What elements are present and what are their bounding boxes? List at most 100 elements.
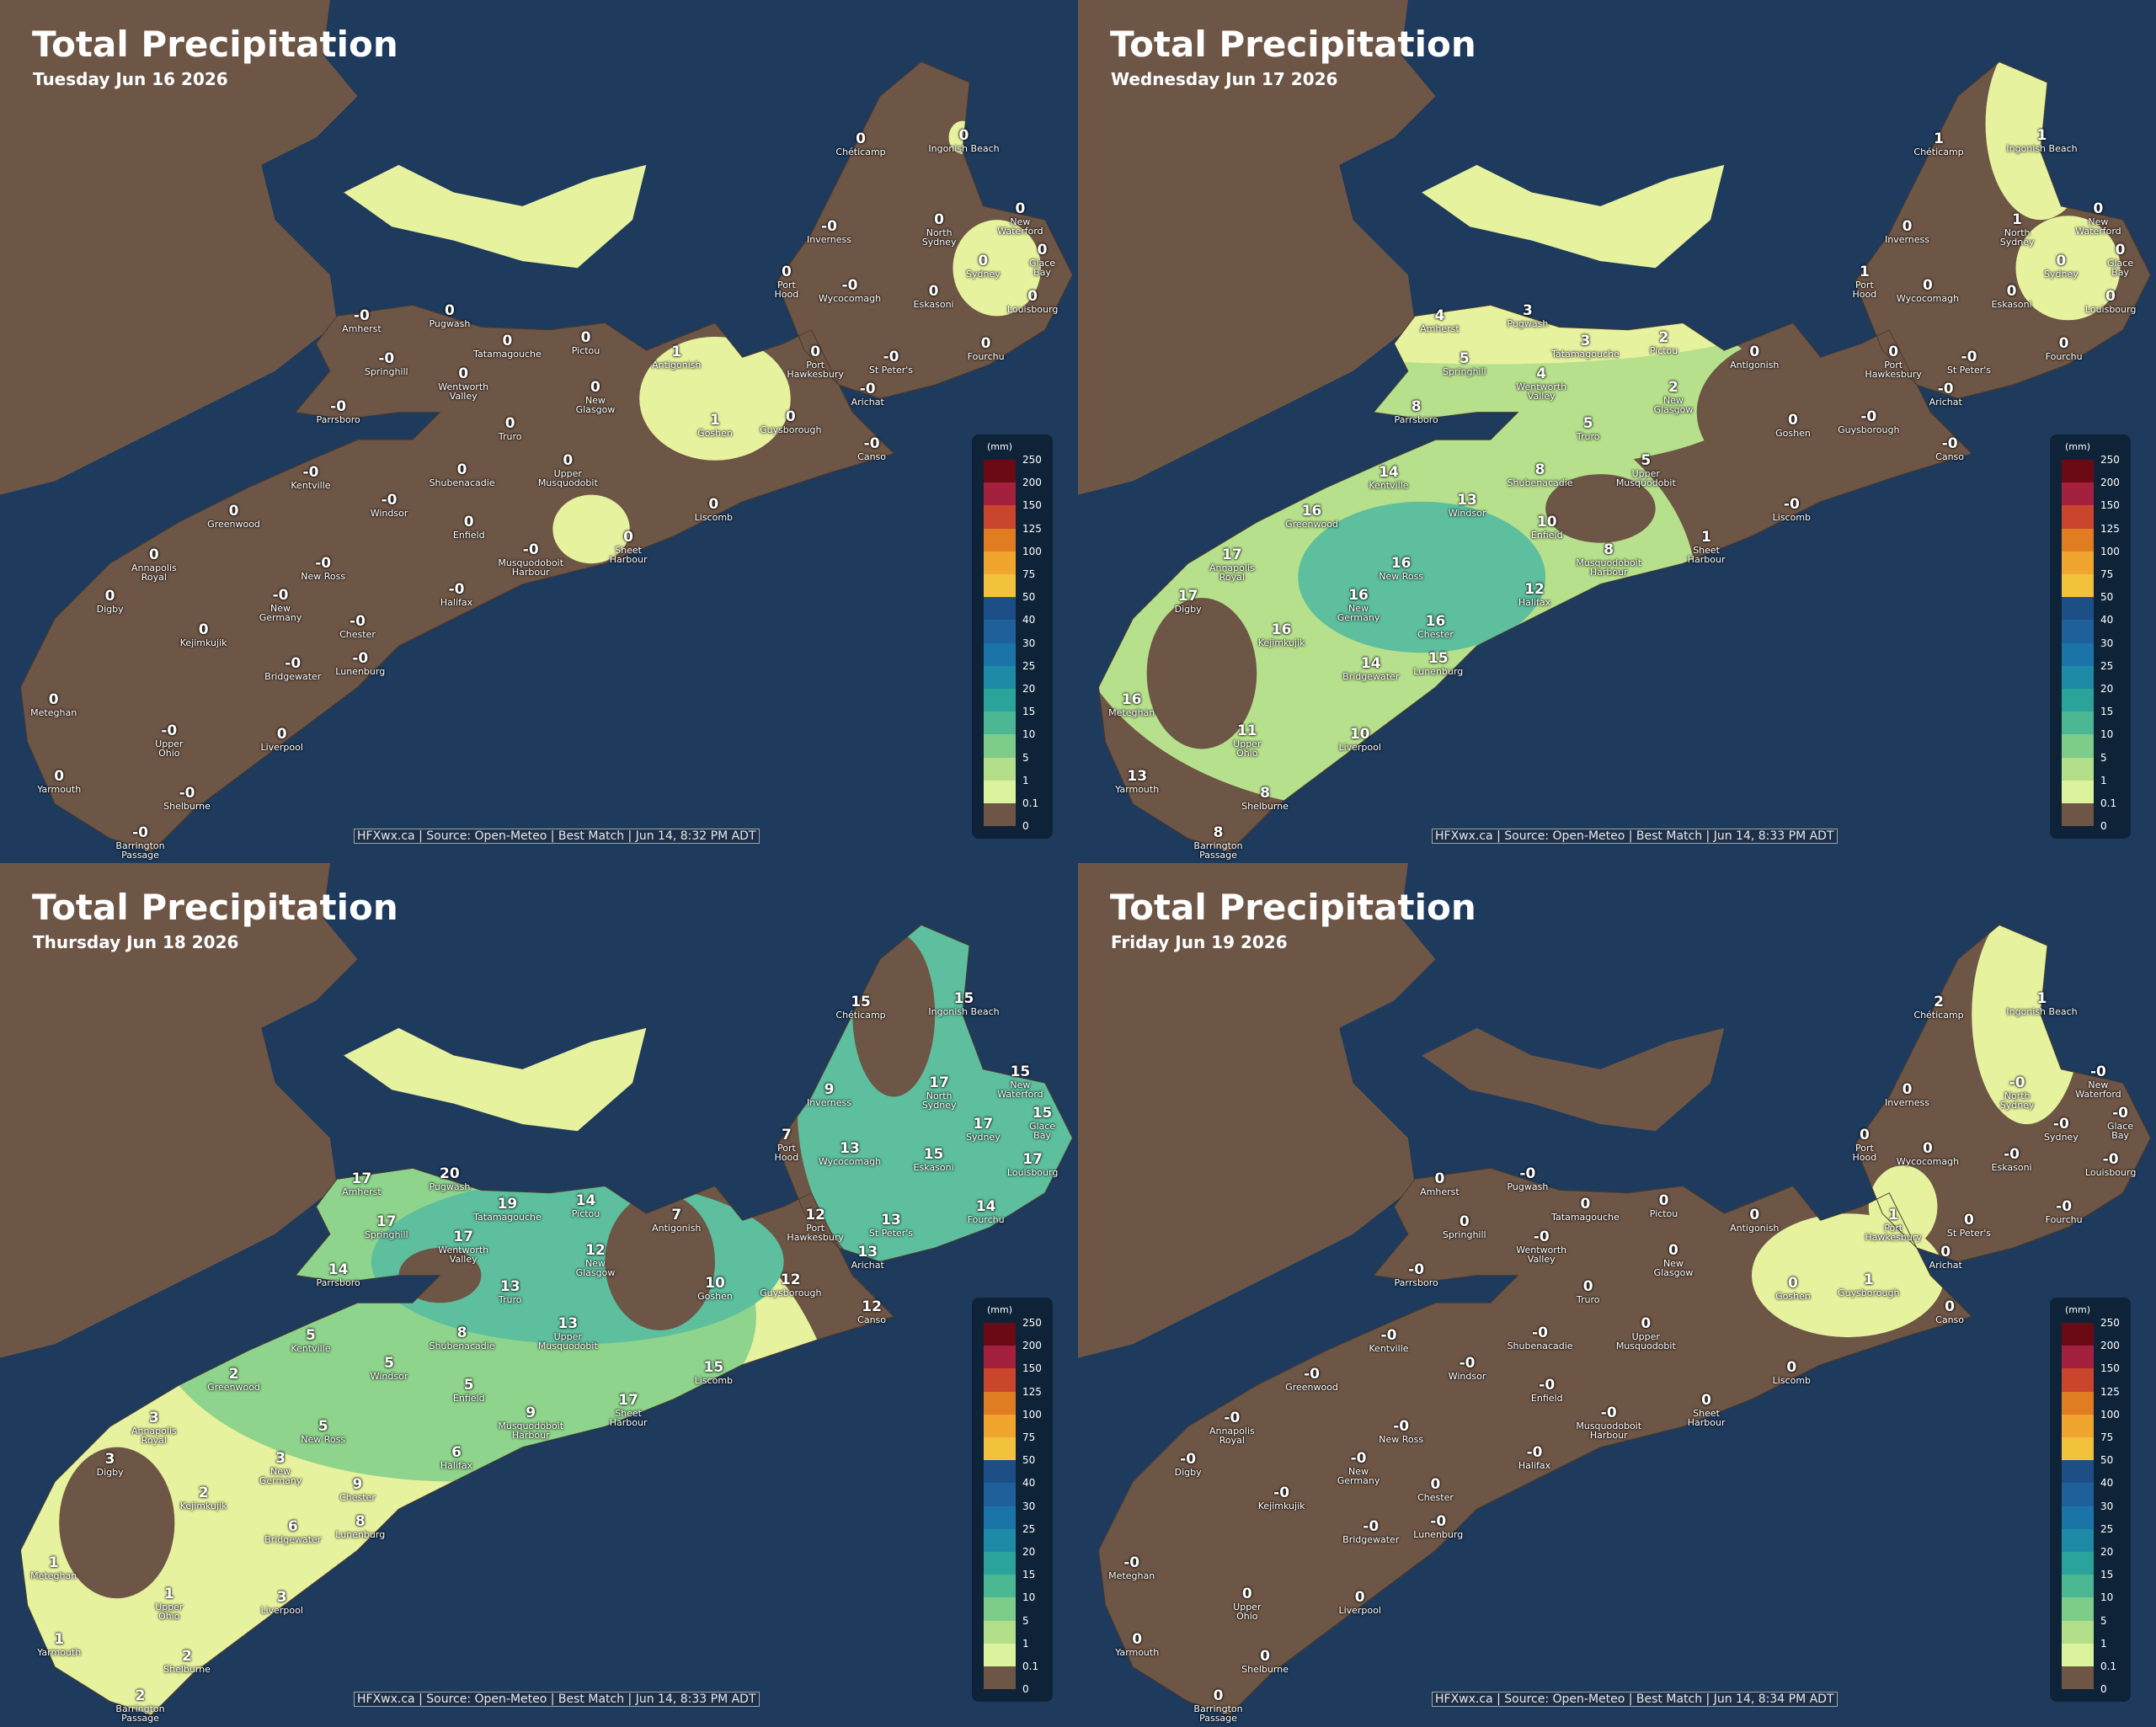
city-name: Guysborough [760,424,822,435]
city-name: Tatamagouche [473,1211,542,1223]
city-label: 3 Tatamagouche [1551,333,1620,359]
city-value: 5 [306,1327,316,1345]
city-label: 2 Barrington Passage [115,1689,164,1724]
city-value: 0 [580,329,591,347]
city-label: 0 Upper Ohio [1233,1587,1261,1622]
city-label: 8 Shelburne [1241,786,1289,811]
city-label: 0 New Waterford [2075,202,2121,237]
legend-swatch [984,551,1016,574]
city-label: -0 Lunenburg [1413,1514,1463,1539]
city-value: -0 [2052,1116,2069,1133]
city-label: 0 Shelburne [1241,1647,1289,1675]
city-label: 14 Fourchu [968,1200,1005,1225]
city-name: Bridgewater [264,671,322,683]
city-label: 0 Port Hawkesbury [787,344,843,379]
city-name: Liscomb [1772,512,1812,524]
land-outline [776,61,1074,399]
legend-swatch [2062,1323,2094,1346]
city-value: -0 [1273,1484,1290,1501]
legend-tick: 40 [2100,614,2114,626]
legend-swatch [2062,1506,2094,1529]
city-value: 16 [1301,503,1322,520]
city-label: 10 Goshen [697,1277,733,1302]
city-label: 6 Bridgewater [264,1520,321,1545]
city-name: Kentville [291,1343,331,1355]
city-name: Pictou [1649,345,1678,357]
legend-tick: 50 [2100,591,2114,604]
city-value: -0 [1380,1327,1397,1345]
city-value: 12 [585,1242,606,1260]
source-credit: HFXwx.ca | Source: Open-Meteo | Best Mat… [354,829,760,844]
city-name: Kejimkujik [179,637,227,648]
city-label: 0 Antigonish [1730,1207,1780,1234]
city-value: -0 [1783,496,1800,514]
city-name: Parrsboro [316,414,360,426]
city-value: 0 [1902,218,1913,236]
city-name: Barrington Passage [1193,840,1243,861]
legend-swatch [984,803,1016,827]
city-label: -0 Windsor [371,493,408,519]
city-value: 0 [1940,1243,1951,1261]
city-value: 13 [1127,768,1148,786]
city-value: 1 [54,1631,65,1649]
legend-tick: 1 [1022,1637,1029,1650]
legend-tick: 15 [2100,706,2114,718]
city-label: 0 Liscomb [1773,1361,1811,1386]
city-name: Parrsboro [1394,414,1438,426]
legend-swatch [984,1391,1016,1415]
city-value: 10 [1536,514,1557,531]
city-name: Meteghan [30,706,77,718]
city-name: Arichat [1929,1259,1962,1271]
city-label: 5 Enfield [453,1378,485,1404]
city-name: Canso [857,451,887,463]
legend-tick: 150 [1022,1362,1042,1375]
city-value: 13 [840,1140,860,1158]
city-value: 0 [1701,1392,1712,1410]
city-label: 0 New Waterford [997,202,1043,237]
legend-swatch [984,734,1016,758]
city-label: 1 Guysborough [1838,1272,1899,1298]
city-value: 0 [276,725,287,743]
city-label: 15 Ingonish Beach [928,992,999,1017]
city-name: Windsor [1448,1371,1486,1383]
city-value: 3 [276,1588,287,1606]
legend-swatch [984,1506,1016,1529]
city-value: 0 [1027,288,1038,306]
city-name: Antigonish [1730,1222,1780,1234]
city-value: 0 [1260,1647,1270,1665]
legend-swatch [984,1437,1016,1461]
city-name: Shelburne [1241,1663,1289,1675]
city-value: 0 [2105,288,2116,306]
city-label: 9 Inverness [807,1083,851,1108]
legend-swatch [2062,1552,2094,1575]
city-value: -0 [1224,1410,1241,1427]
city-name: Pictou [1649,1208,1678,1220]
legend-swatch [2062,1483,2094,1506]
legend-swatch [2062,1643,2094,1666]
city-label: -0 St Peter's [1947,350,1991,376]
city-value: 13 [881,1212,901,1229]
legend-swatch [2062,665,2094,689]
city-label: 0 Canso [1935,1300,1964,1325]
city-value: 8 [355,1512,366,1530]
city-label: 0 Upper Musquodobit [538,453,598,488]
city-value: 7 [781,1127,792,1144]
city-label: -0 Guysborough [1838,409,1899,434]
city-label: 1 Ingonish Beach [2006,129,2077,154]
city-name: Amherst [1420,1186,1460,1198]
city-value: 19 [497,1195,518,1213]
city-name: Truro [498,430,522,442]
city-label: 1 Port Hawkesbury [1865,1207,1921,1242]
map-panel: Total Precipitation Wednesday Jun 17 2026… [1078,0,2156,863]
city-value: -0 [330,398,347,416]
city-name: Amherst [1420,323,1460,335]
city-label: 10 Liverpool [1338,727,1380,752]
city-value: 5 [1641,451,1652,469]
city-value: 0 [1641,1314,1652,1332]
city-name: Halifax [1518,597,1551,609]
city-name: Glace Bay [2106,1120,2134,1141]
land-outline [1854,61,2152,399]
city-name: Kentville [1369,1343,1409,1355]
city-name: Fourchu [2045,351,2083,362]
source-credit: HFXwx.ca | Source: Open-Meteo | Best Mat… [1432,829,1838,844]
